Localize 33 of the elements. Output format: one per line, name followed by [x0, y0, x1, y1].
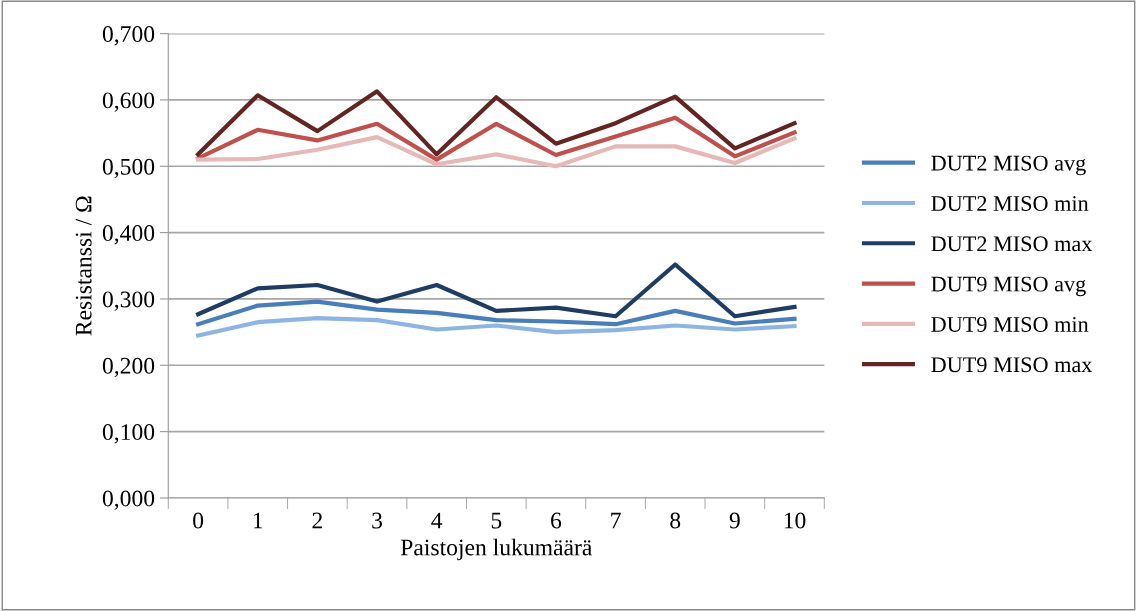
x-tick-label: 6	[551, 512, 562, 529]
x-tick-label: 10	[784, 512, 806, 529]
line-series	[196, 299, 797, 327]
legend-label: DUT2 MISO max	[931, 236, 1093, 252]
x-tick-label: 1	[253, 512, 263, 529]
x-tick-label: 8	[670, 512, 681, 529]
x-tick-label: 9	[729, 512, 740, 529]
legend-label: DUT9 MISO min	[931, 316, 1089, 332]
y-tick-label: 0,500	[102, 158, 155, 179]
legend-label: DUT9 MISO max	[931, 357, 1093, 373]
x-tick-label: 5	[491, 512, 502, 529]
legend-label: DUT2 MISO avg	[931, 155, 1086, 176]
y-tick-label: 0,300	[102, 291, 155, 311]
x-tick-label: 0	[193, 512, 204, 529]
x-axis-title: Paistojen lukumäärä	[400, 538, 593, 561]
y-tick-label: 0,700	[102, 26, 155, 46]
line-series	[196, 262, 797, 319]
x-tick-label: 7	[611, 512, 621, 529]
line-series	[196, 89, 797, 157]
y-tick-label: 0,400	[102, 225, 155, 245]
line-series	[196, 316, 797, 338]
line-series	[196, 115, 797, 162]
legend-label: DUT9 MISO avg	[931, 276, 1086, 297]
y-tick-label: 0,000	[102, 490, 155, 510]
legend-label: DUT2 MISO min	[931, 196, 1089, 211]
x-tick-label: 4	[431, 512, 443, 529]
line-series	[196, 135, 797, 169]
y-axis-title: Resistanssi / Ω	[75, 196, 92, 336]
y-tick-label: 0,600	[102, 92, 155, 112]
y-tick-label: 0,100	[102, 424, 155, 444]
x-tick-label: 3	[372, 512, 382, 529]
y-tick-label: 0,200	[102, 357, 155, 378]
x-tick-label: 2	[312, 512, 322, 529]
